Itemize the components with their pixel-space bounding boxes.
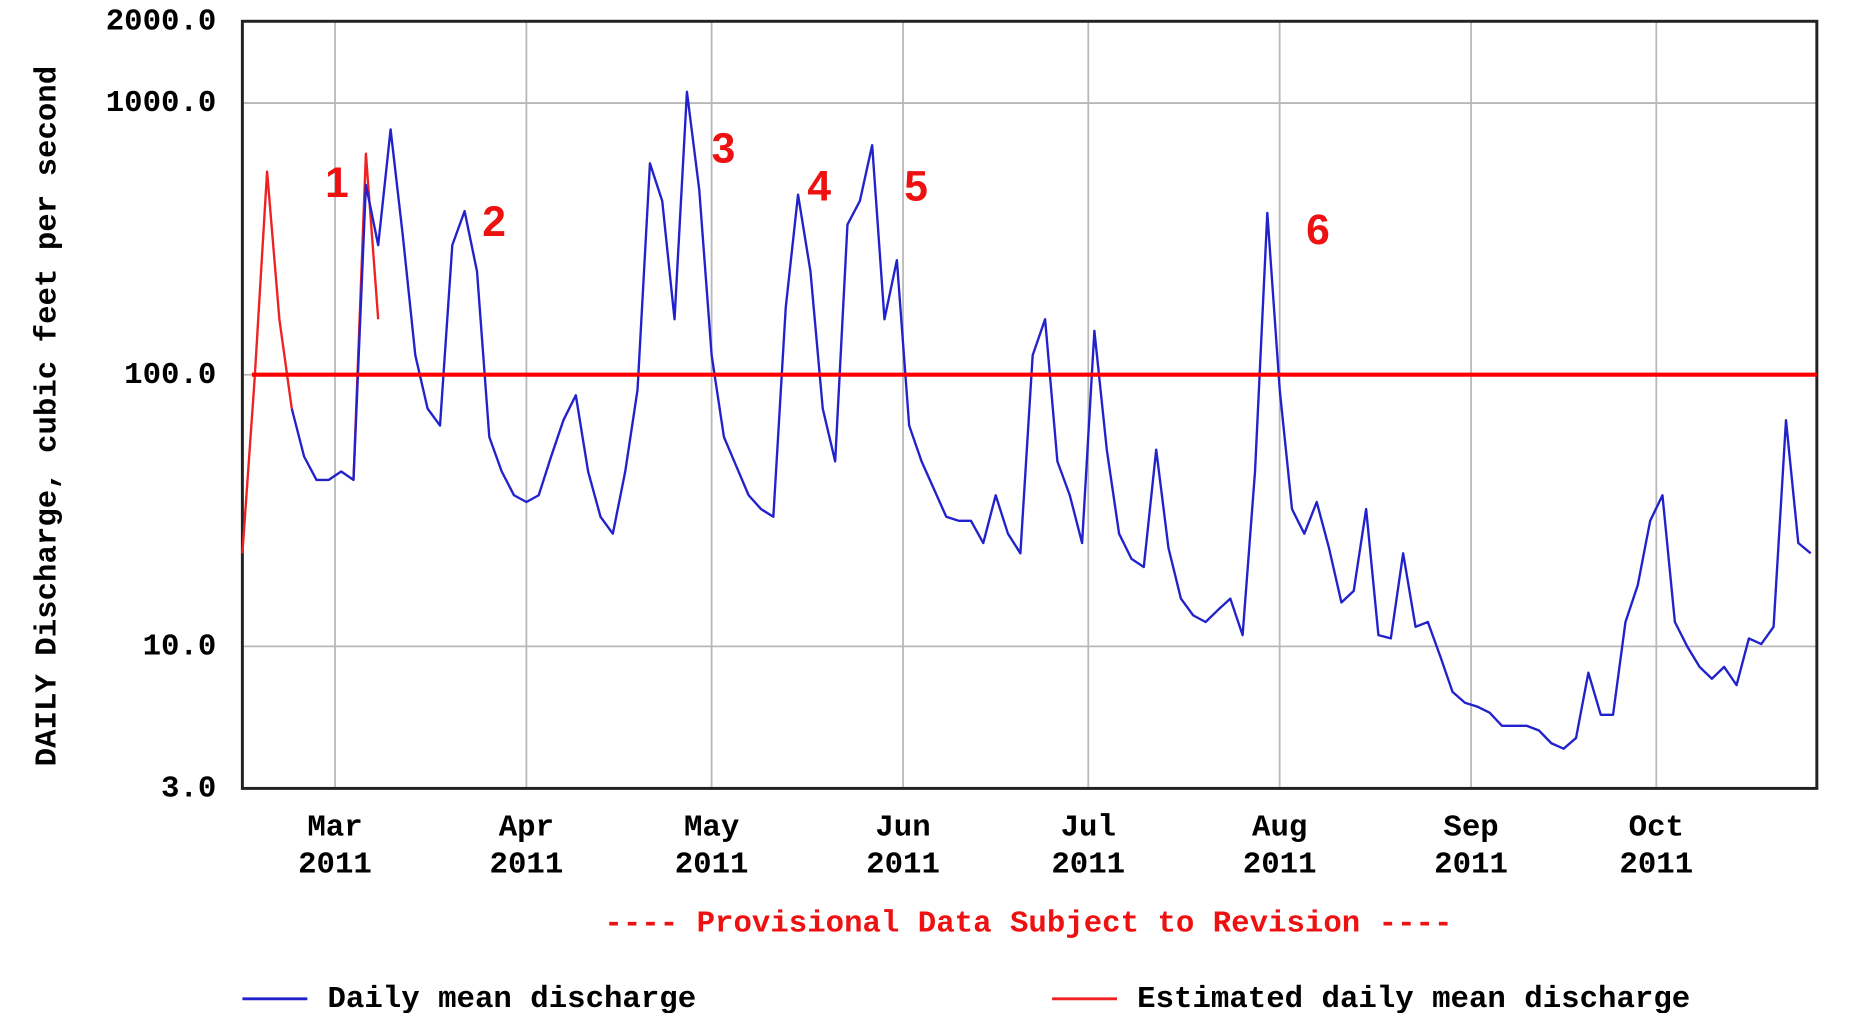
annotation: 4 <box>807 162 831 210</box>
plot-frame <box>240 19 1819 790</box>
x-tick-label: Mar 2011 <box>298 809 372 882</box>
x-tick-label: Jun 2011 <box>866 809 940 882</box>
x-tick-label: Sep 2011 <box>1434 809 1508 882</box>
x-tick-label-box: Aug 2011 <box>1242 809 1317 882</box>
x-tick-label-box: Sep 2011 <box>1434 809 1508 882</box>
y-axis-label: DAILY Discharge, cubic feet per second <box>30 66 65 767</box>
x-tick-label: Aug 2011 <box>1242 809 1317 882</box>
annotation: 3 <box>712 125 736 173</box>
annotation: 5 <box>904 162 928 210</box>
y-tick-label: 100.0 <box>124 358 216 393</box>
y-tick-label: 3.0 <box>161 772 216 807</box>
x-tick-label: Jul 2011 <box>1051 809 1126 882</box>
x-tick-label-box: Mar 2011 <box>298 809 372 882</box>
y-tick-label: 10.0 <box>143 629 217 664</box>
x-tick-label-box: Apr 2011 <box>489 809 564 882</box>
annotation: 1 <box>325 159 349 207</box>
x-tick-label-box: Oct 2011 <box>1619 809 1694 882</box>
legend-label: Daily mean discharge <box>327 982 696 1013</box>
x-tick-label: Oct 2011 <box>1619 809 1694 882</box>
series-line <box>290 90 1812 750</box>
note: ---- Provisional Data Subject to Revisio… <box>604 906 1452 941</box>
annotation: 6 <box>1306 206 1330 254</box>
x-tick-label-box: Jul 2011 <box>1051 809 1126 882</box>
legend-label: Estimated daily mean discharge <box>1137 982 1690 1013</box>
x-tick-label-box: Jun 2011 <box>866 809 940 882</box>
x-tick-label: Apr 2011 <box>489 809 564 882</box>
x-tick-label-box: May 2011 <box>674 809 749 882</box>
x-tick-label: May 2011 <box>674 809 749 882</box>
y-tick-label: 2000.0 <box>106 4 217 39</box>
annotation: 2 <box>482 198 506 246</box>
y-tick-label: 1000.0 <box>106 86 217 121</box>
